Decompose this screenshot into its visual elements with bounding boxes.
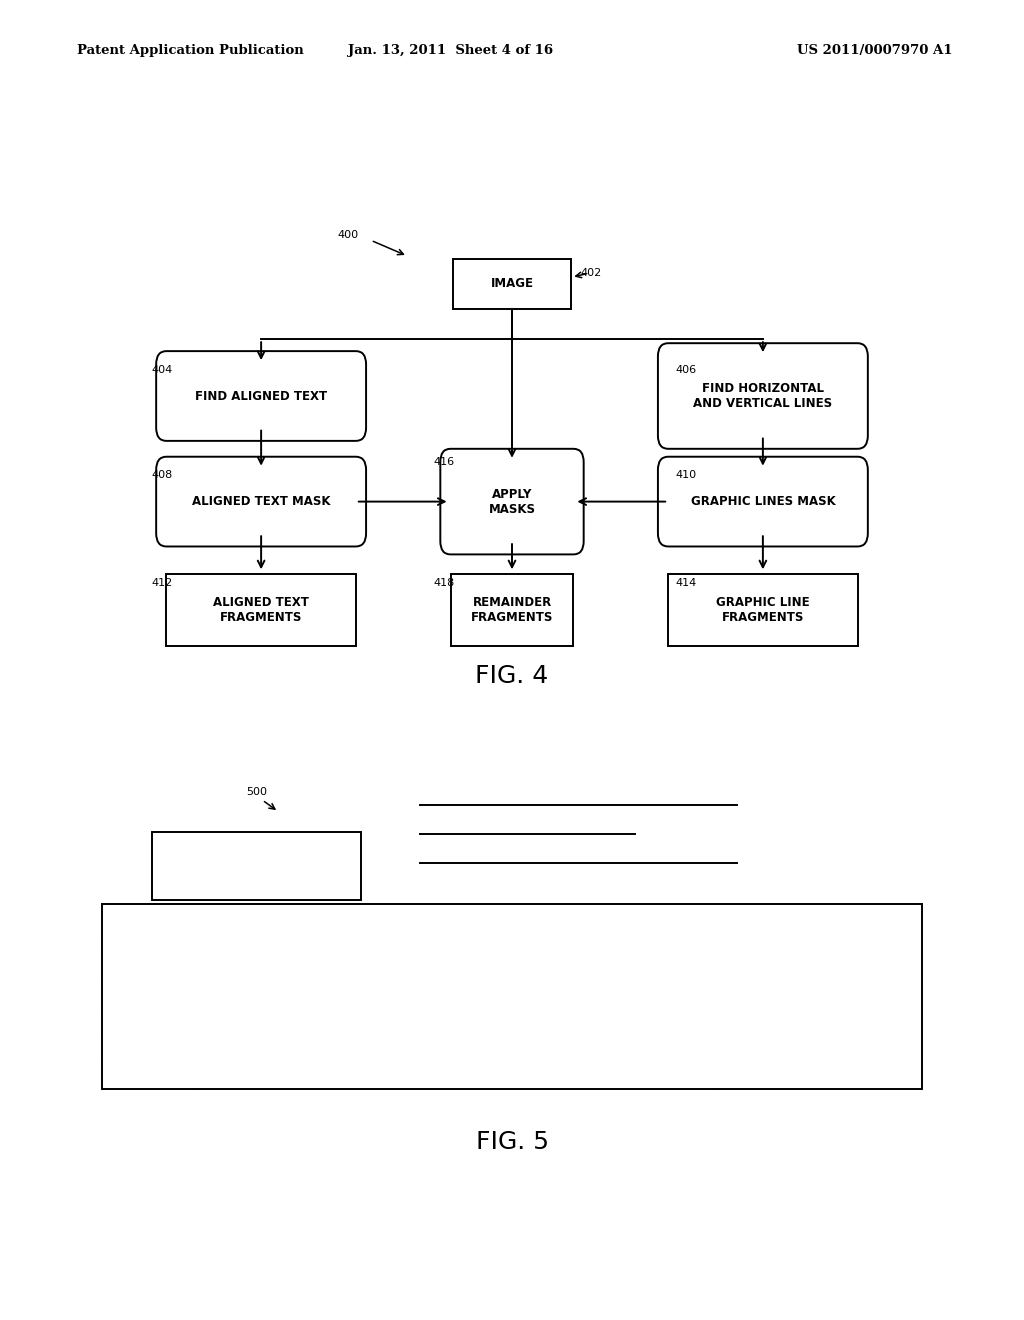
Text: IMAGE: IMAGE (490, 277, 534, 290)
FancyBboxPatch shape (440, 449, 584, 554)
FancyBboxPatch shape (156, 351, 367, 441)
Text: ALIGNED TEXT MASK: ALIGNED TEXT MASK (191, 495, 331, 508)
Text: ALIGNED TEXT
FRAGMENTS: ALIGNED TEXT FRAGMENTS (213, 595, 309, 624)
Bar (166, 573, 356, 645)
FancyBboxPatch shape (657, 343, 867, 449)
Text: 416: 416 (433, 457, 455, 467)
Text: APPLY
MASKS: APPLY MASKS (488, 487, 536, 516)
Text: Jan. 13, 2011  Sheet 4 of 16: Jan. 13, 2011 Sheet 4 of 16 (348, 44, 553, 57)
Bar (453, 259, 571, 309)
Bar (668, 573, 857, 645)
Bar (451, 573, 573, 645)
Text: FIND HORIZONTAL
AND VERTICAL LINES: FIND HORIZONTAL AND VERTICAL LINES (693, 381, 833, 411)
Text: FIG. 5: FIG. 5 (475, 1130, 549, 1154)
FancyBboxPatch shape (156, 457, 367, 546)
Text: REMAINDER
FRAGMENTS: REMAINDER FRAGMENTS (471, 595, 553, 624)
Text: 412: 412 (152, 578, 173, 589)
Text: FIND ALIGNED TEXT: FIND ALIGNED TEXT (195, 389, 328, 403)
Text: FIG. 4: FIG. 4 (475, 664, 549, 688)
Text: 404: 404 (152, 364, 173, 375)
Bar (102, 904, 922, 1089)
Bar (152, 832, 361, 900)
Text: 400: 400 (338, 230, 359, 240)
FancyBboxPatch shape (657, 457, 867, 546)
Text: Patent Application Publication: Patent Application Publication (77, 44, 303, 57)
Text: US 2011/0007970 A1: US 2011/0007970 A1 (797, 44, 952, 57)
Text: 406: 406 (676, 364, 697, 375)
Text: GRAPHIC LINES MASK: GRAPHIC LINES MASK (690, 495, 836, 508)
Text: 500: 500 (246, 787, 267, 797)
Text: 418: 418 (433, 578, 455, 589)
Text: 402: 402 (581, 268, 602, 279)
Text: GRAPHIC LINE
FRAGMENTS: GRAPHIC LINE FRAGMENTS (716, 595, 810, 624)
Text: 410: 410 (676, 470, 697, 480)
Text: 408: 408 (152, 470, 173, 480)
Text: 414: 414 (676, 578, 697, 589)
